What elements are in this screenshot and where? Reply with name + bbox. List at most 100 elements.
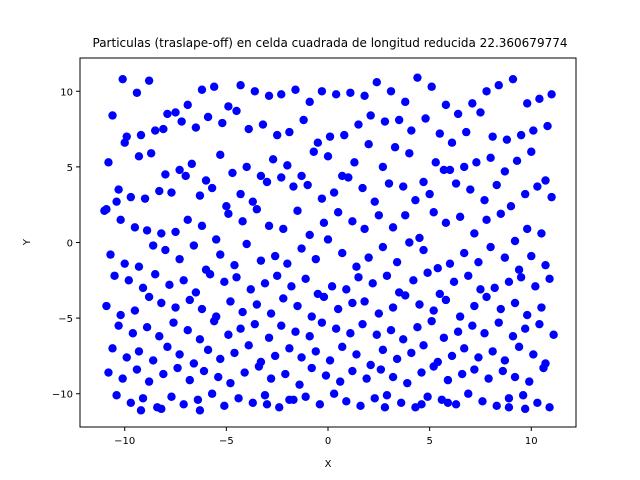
scatter-point bbox=[394, 115, 404, 125]
scatter-point bbox=[376, 365, 386, 374]
scatter-point bbox=[543, 121, 552, 131]
scatter-point bbox=[374, 211, 384, 220]
scatter-point bbox=[482, 87, 491, 96]
scatter-point bbox=[122, 353, 131, 362]
x-tick-label: 5 bbox=[426, 436, 432, 447]
points-layer bbox=[100, 73, 558, 415]
scatter-point bbox=[185, 295, 194, 305]
scatter-point bbox=[468, 99, 477, 108]
scatter-point bbox=[439, 333, 449, 342]
scatter-point bbox=[307, 363, 316, 373]
scatter-point bbox=[191, 288, 201, 297]
scatter-point bbox=[453, 109, 463, 119]
scatter-point bbox=[264, 91, 274, 101]
x-tick-label: −5 bbox=[219, 436, 234, 447]
scatter-point bbox=[535, 319, 544, 329]
scatter-point bbox=[443, 375, 453, 385]
scatter-point bbox=[230, 348, 239, 358]
scatter-point bbox=[305, 332, 314, 341]
scatter-point bbox=[151, 126, 160, 135]
scatter-point bbox=[348, 366, 357, 376]
scatter-point bbox=[104, 368, 113, 377]
scatter-point bbox=[549, 330, 558, 339]
scatter-point bbox=[401, 97, 410, 107]
scatter-point bbox=[346, 329, 355, 338]
scatter-point bbox=[539, 363, 548, 373]
scatter-point bbox=[270, 251, 280, 261]
scatter-point bbox=[494, 81, 503, 90]
scatter-point bbox=[110, 271, 119, 280]
y-tick-label: −5 bbox=[58, 314, 73, 325]
scatter-point bbox=[142, 226, 152, 235]
scatter-point bbox=[514, 342, 524, 352]
scatter-point bbox=[462, 127, 471, 137]
scatter-point bbox=[323, 235, 333, 244]
scatter-point bbox=[157, 298, 166, 308]
scatter-point bbox=[354, 273, 363, 282]
scatter-point bbox=[342, 397, 351, 406]
scatter-point bbox=[232, 106, 241, 116]
scatter-point bbox=[372, 78, 381, 87]
scatter-point bbox=[388, 303, 398, 312]
scatter-point bbox=[401, 211, 410, 220]
scatter-point bbox=[508, 74, 518, 84]
scatter-point bbox=[248, 398, 257, 407]
scatter-point bbox=[374, 309, 384, 318]
scatter-point bbox=[299, 115, 308, 125]
scatter-point bbox=[514, 265, 524, 274]
scatter-point bbox=[516, 130, 526, 140]
scatter-point bbox=[146, 149, 156, 158]
scatter-point bbox=[246, 285, 255, 294]
scatter-point bbox=[112, 197, 121, 206]
scatter-point bbox=[134, 262, 144, 271]
scatter-point bbox=[232, 273, 241, 282]
scatter-point bbox=[529, 350, 538, 359]
scatter-point bbox=[114, 185, 123, 194]
scatter-point bbox=[407, 348, 416, 358]
scatter-point bbox=[360, 91, 369, 101]
scatter-point bbox=[163, 109, 172, 119]
scatter-point bbox=[187, 159, 196, 169]
scatter-point bbox=[212, 235, 221, 244]
scatter-point bbox=[319, 292, 329, 302]
scatter-point bbox=[159, 369, 168, 379]
scatter-point bbox=[323, 152, 333, 161]
scatter-point bbox=[244, 341, 253, 350]
scatter-point bbox=[419, 245, 428, 255]
scatter-point bbox=[427, 316, 436, 326]
scatter-point bbox=[333, 304, 343, 314]
scatter-point bbox=[435, 289, 444, 299]
scatter-point bbox=[494, 318, 503, 327]
x-tick-label: −10 bbox=[114, 436, 135, 447]
y-tick-label: −10 bbox=[52, 390, 73, 401]
scatter-point bbox=[128, 329, 138, 338]
scatter-point bbox=[114, 321, 123, 330]
scatter-point bbox=[364, 253, 373, 262]
scatter-point bbox=[455, 312, 465, 321]
scatter-point bbox=[256, 171, 266, 181]
scatter-point bbox=[256, 256, 266, 265]
scatter-point bbox=[537, 229, 546, 238]
scatter-point bbox=[272, 271, 282, 280]
scatter-point bbox=[520, 324, 530, 333]
scatter-point bbox=[492, 401, 501, 411]
scatter-point bbox=[500, 253, 510, 262]
scatter-point bbox=[321, 371, 331, 380]
scatter-point bbox=[179, 276, 188, 285]
scatter-point bbox=[356, 401, 365, 411]
scatter-point bbox=[136, 406, 146, 415]
scatter-point bbox=[242, 239, 251, 249]
scatter-point bbox=[224, 330, 233, 339]
scatter-point bbox=[488, 132, 497, 141]
scatter-point bbox=[228, 168, 237, 178]
scatter-point bbox=[134, 347, 144, 356]
scatter-point bbox=[315, 400, 325, 409]
scatter-point bbox=[230, 260, 239, 270]
scatter-point bbox=[529, 126, 538, 135]
scatter-point bbox=[352, 262, 361, 271]
scatter-point bbox=[197, 304, 207, 314]
scatter-point bbox=[480, 195, 489, 205]
scatter-point bbox=[338, 342, 347, 352]
scatter-point bbox=[547, 90, 556, 99]
